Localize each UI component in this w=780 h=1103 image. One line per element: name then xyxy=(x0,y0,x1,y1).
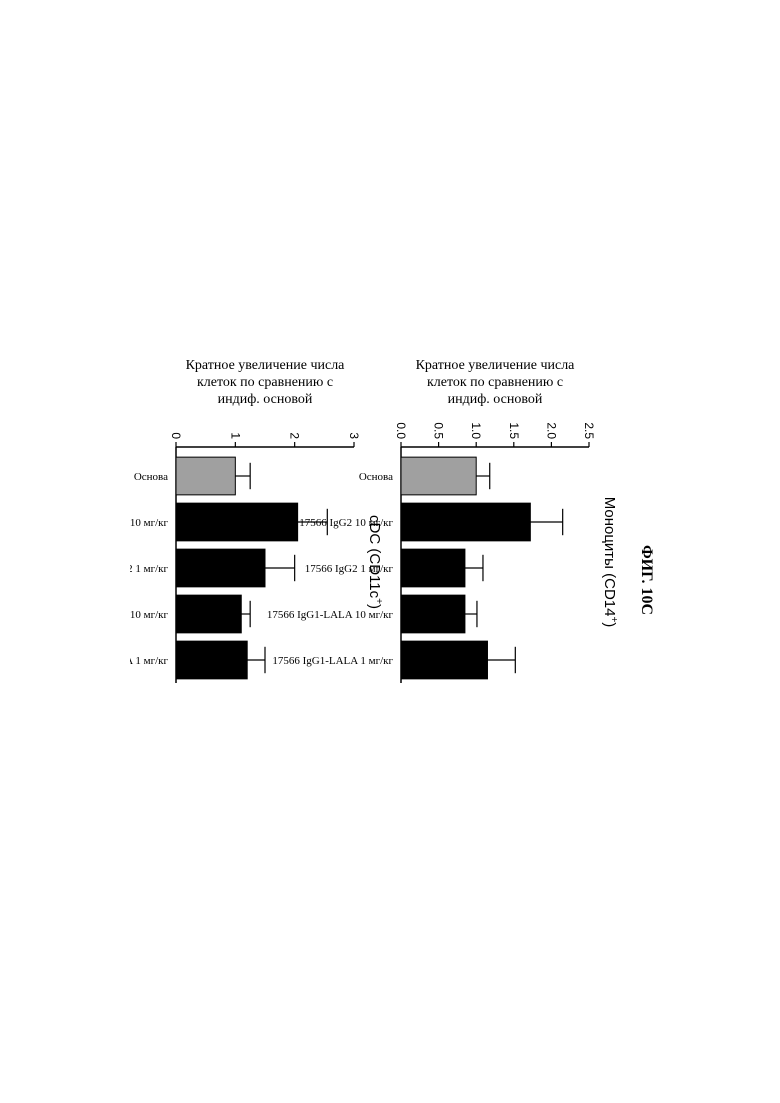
rotated-figure: 0.0 0.5 1.0 1.5 2.0 2.5 Кратное увеличение чис… xyxy=(130,262,650,842)
category-label: 17566 IgG2 1 мг/кг xyxy=(130,563,168,575)
bar xyxy=(176,641,247,679)
figure-svg: 0.0 0.5 1.0 1.5 2.0 2.5 Кратное увеличение чис… xyxy=(130,262,650,842)
category-label: 17566 IgG1-LALA 1 мг/кг xyxy=(130,655,168,667)
figure-label-svg: ФИГ. 10С xyxy=(612,520,668,640)
category-label: Основа xyxy=(134,471,168,483)
chart-panel-1: 0.0 0.5 1.0 1.5 2.0 2.5 Кратное увеличение чис… xyxy=(267,358,619,683)
y-axis-label-line: Кратное увеличение числа xyxy=(416,358,576,373)
chart-title: cDC (CD11c+) xyxy=(366,515,384,609)
category-label: 17566 IgG1-LALA 10 мг/кг xyxy=(130,609,168,621)
y-tick-label: 3 xyxy=(347,432,361,439)
y-tick-label: 1.0 xyxy=(469,422,483,439)
y-axis-label-line: индиф. основой xyxy=(448,392,543,407)
y-tick-label: 2 xyxy=(288,432,302,439)
bar xyxy=(401,503,530,541)
figure-label: ФИГ. 10С xyxy=(638,545,655,615)
bar xyxy=(176,457,235,495)
y-axis-label-line: Кратное увеличение числа xyxy=(186,358,346,373)
y-tick-label: 2.0 xyxy=(544,422,558,439)
category-label: 17566 IgG1-LALA 10 мг/кг xyxy=(267,609,394,621)
y-tick-label: 2.5 xyxy=(582,422,596,439)
figure-root: 0.0 0.5 1.0 1.5 2.0 2.5 Кратное увеличение чис… xyxy=(130,358,619,683)
bar xyxy=(176,549,265,587)
category-label: Основа xyxy=(359,471,393,483)
y-tick-label: 0 xyxy=(169,432,183,439)
bar xyxy=(401,549,465,587)
bar xyxy=(401,457,476,495)
y-axis-label-line: клеток по сравнению с xyxy=(427,375,563,390)
y-axis-label-line: клеток по сравнению с xyxy=(197,375,333,390)
category-label: 17566 IgG2 10 мг/кг xyxy=(130,517,168,529)
y-tick-label: 0.0 xyxy=(394,422,408,439)
bar xyxy=(401,641,487,679)
category-label: 17566 IgG1-LALA 1 мг/кг xyxy=(272,655,393,667)
y-tick-label: 1.5 xyxy=(507,422,521,439)
y-tick-label: 0.5 xyxy=(432,422,446,439)
bar xyxy=(176,595,241,633)
y-tick-label: 1 xyxy=(228,432,242,439)
bar xyxy=(401,595,465,633)
y-axis-label-line: индиф. основой xyxy=(218,392,313,407)
bar xyxy=(176,503,298,541)
